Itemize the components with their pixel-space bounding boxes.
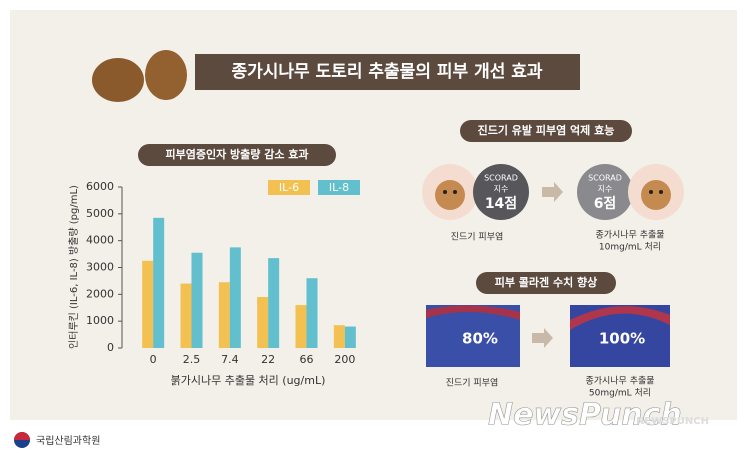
section-title: 피부 콜라겐 수치 향상 (495, 275, 598, 289)
x-tick-label: 0 (150, 353, 157, 366)
y-tick-label: 4000 (86, 234, 114, 247)
caption: 진드기 피부염 (451, 232, 504, 243)
y-tick-label: 0 (107, 341, 114, 354)
section-pill (476, 272, 616, 294)
badge-text: 지수 (598, 185, 613, 194)
arrow (532, 328, 553, 348)
y-tick-label: 6000 (86, 180, 114, 193)
x-tick-label: 66 (300, 353, 314, 366)
bar (180, 283, 192, 348)
caption: 종가시나무 추출물 (585, 376, 654, 387)
legend-swatch (268, 180, 310, 195)
collagen-value: 80% (462, 330, 498, 348)
caption: 50mg/mL 처리 (589, 387, 651, 399)
bar (257, 297, 269, 348)
badge-text: SCORAD (484, 174, 518, 183)
dog-icon (628, 164, 684, 220)
bar (344, 326, 356, 348)
y-axis-label: 인터루킨 (IL-6, IL-8) 방출량 (pg/mL) (68, 185, 80, 349)
bar (268, 258, 280, 348)
chart-title-pill (138, 144, 336, 166)
caption: 진드기 피부염 (446, 378, 499, 389)
bar (218, 282, 230, 348)
legend-label: IL-8 (329, 181, 349, 194)
x-tick-label: 22 (261, 353, 275, 366)
badge-text: SCORAD (588, 174, 622, 183)
x-tick-label: 2.5 (183, 353, 201, 366)
caption: 종가시나무 추출물 (595, 230, 664, 241)
tissue-image (426, 305, 520, 320)
y-tick-label: 5000 (86, 207, 114, 220)
dog-icon (422, 164, 478, 220)
y-tick-label: 2000 (86, 287, 114, 300)
acorn (92, 58, 144, 102)
score-badge (577, 164, 633, 220)
org-name: 국립산림과학원 (36, 434, 100, 447)
legend-label: IL-6 (279, 181, 299, 194)
x-tick-label: 7.4 (221, 353, 239, 366)
caption: 10mg/mL 처리 (599, 241, 661, 253)
bar (142, 260, 154, 348)
bar (306, 278, 318, 348)
tissue-image (570, 306, 670, 330)
x-tick-label: 200 (334, 353, 355, 366)
watermark: NEWSPUNCH (636, 416, 709, 427)
section-pill (460, 120, 632, 142)
x-axis-label: 붉가시나무 추출물 처리 (ug/mL) (171, 374, 326, 387)
watermark: NewsPunch (488, 398, 682, 433)
badge-score: 6점 (594, 195, 617, 212)
chart-title: 피부염증인자 방출량 감소 효과 (165, 147, 308, 161)
section-title: 진드기 유발 피부염 억제 효능 (478, 123, 615, 137)
arrow (542, 182, 563, 202)
bar (153, 217, 165, 348)
collagen-value: 100% (599, 330, 645, 348)
y-tick-label: 3000 (86, 261, 114, 274)
bar (333, 325, 345, 348)
bar (191, 252, 203, 348)
legend-swatch (318, 180, 360, 195)
score-badge (473, 164, 529, 220)
acorn (145, 50, 187, 100)
bar (229, 247, 241, 348)
bar (295, 305, 307, 348)
title-box (195, 54, 580, 90)
badge-score: 14점 (485, 195, 517, 212)
page-title: 종가시나무 도토리 추출물의 피부 개선 효과 (231, 62, 542, 82)
badge-text: 지수 (494, 185, 509, 194)
logo (14, 432, 30, 440)
y-tick-label: 1000 (86, 314, 114, 327)
